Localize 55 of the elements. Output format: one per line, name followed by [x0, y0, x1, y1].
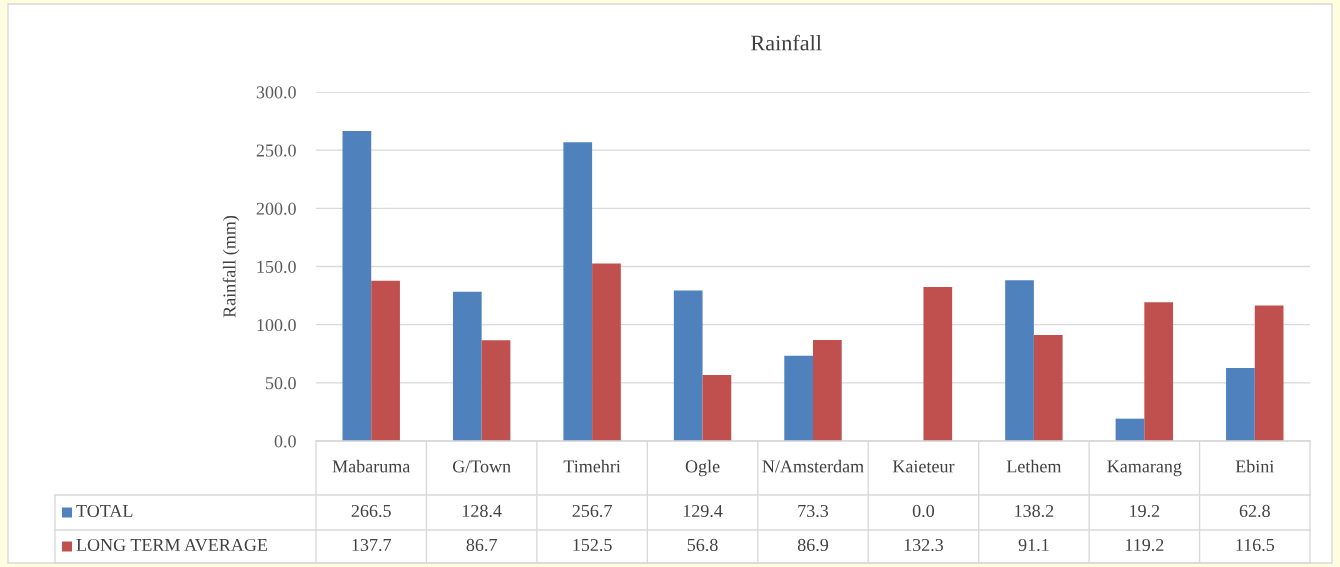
- bar: [563, 142, 593, 441]
- data-label: 73.3: [798, 504, 829, 518]
- data-label: 116.5: [1236, 538, 1275, 552]
- bar: [342, 130, 372, 441]
- bar: [1115, 418, 1145, 441]
- y-tick-label: 0.0: [274, 435, 296, 448]
- legend-label: TOTAL: [76, 504, 133, 518]
- data-label: 119.2: [1125, 538, 1164, 552]
- y-tick-label: 200.0: [256, 202, 296, 215]
- bar: [1226, 367, 1255, 441]
- y-tick-label: 250.0: [256, 144, 296, 157]
- bar: [452, 291, 482, 441]
- bar: [481, 340, 511, 441]
- x-tick-label: G/Town: [452, 460, 511, 473]
- bar: [592, 263, 621, 441]
- bar: [371, 280, 400, 441]
- bar: [784, 355, 813, 441]
- x-tick-label: Lethem: [1006, 459, 1062, 473]
- bar: [702, 374, 732, 441]
- x-tick-label: Mabaruma: [332, 459, 411, 473]
- y-tick-label: 150.0: [257, 260, 296, 274]
- data-label: 91.1: [1018, 538, 1049, 552]
- bar: [1144, 302, 1174, 441]
- x-tick-label: Ebini: [1235, 459, 1274, 473]
- x-tick-label: Kamarang: [1107, 460, 1182, 477]
- legend-label: LONG TERM AVERAGE: [76, 538, 268, 552]
- bar: [1005, 280, 1034, 441]
- y-tick-label: 300.0: [256, 86, 296, 99]
- data-label: 0.0: [912, 504, 935, 518]
- data-label: 86.9: [797, 538, 829, 552]
- bar: [1033, 335, 1063, 441]
- data-label: 256.7: [572, 504, 612, 518]
- x-tick-label: Kaieteur: [892, 460, 955, 473]
- data-label: 19.2: [1130, 504, 1160, 518]
- y-tick-label: 50.0: [266, 377, 296, 390]
- data-label: 138.2: [1015, 504, 1054, 518]
- data-label: 129.4: [683, 504, 723, 518]
- data-label: 152.5: [573, 538, 612, 552]
- x-tick-label: N/Amsterdam: [762, 459, 864, 473]
- bar: [673, 290, 703, 441]
- data-label: 137.7: [352, 538, 392, 552]
- y-tick-label: 100.0: [257, 318, 296, 332]
- data-label: 128.4: [462, 504, 502, 518]
- data-label: 266.5: [351, 504, 391, 518]
- data-label: 62.8: [1239, 504, 1270, 518]
- data-label: 56.8: [687, 538, 718, 552]
- chart-title: Rainfall: [751, 34, 822, 51]
- x-tick-label: Ogle: [685, 459, 720, 477]
- bar: [1254, 305, 1284, 441]
- data-label: 86.7: [466, 538, 497, 552]
- x-tick-label: Timehri: [563, 459, 621, 473]
- bar: [813, 339, 842, 441]
- data-label: 132.3: [904, 538, 944, 552]
- bar: [923, 287, 953, 441]
- y-axis-title: Rainfall (mm): [222, 215, 240, 318]
